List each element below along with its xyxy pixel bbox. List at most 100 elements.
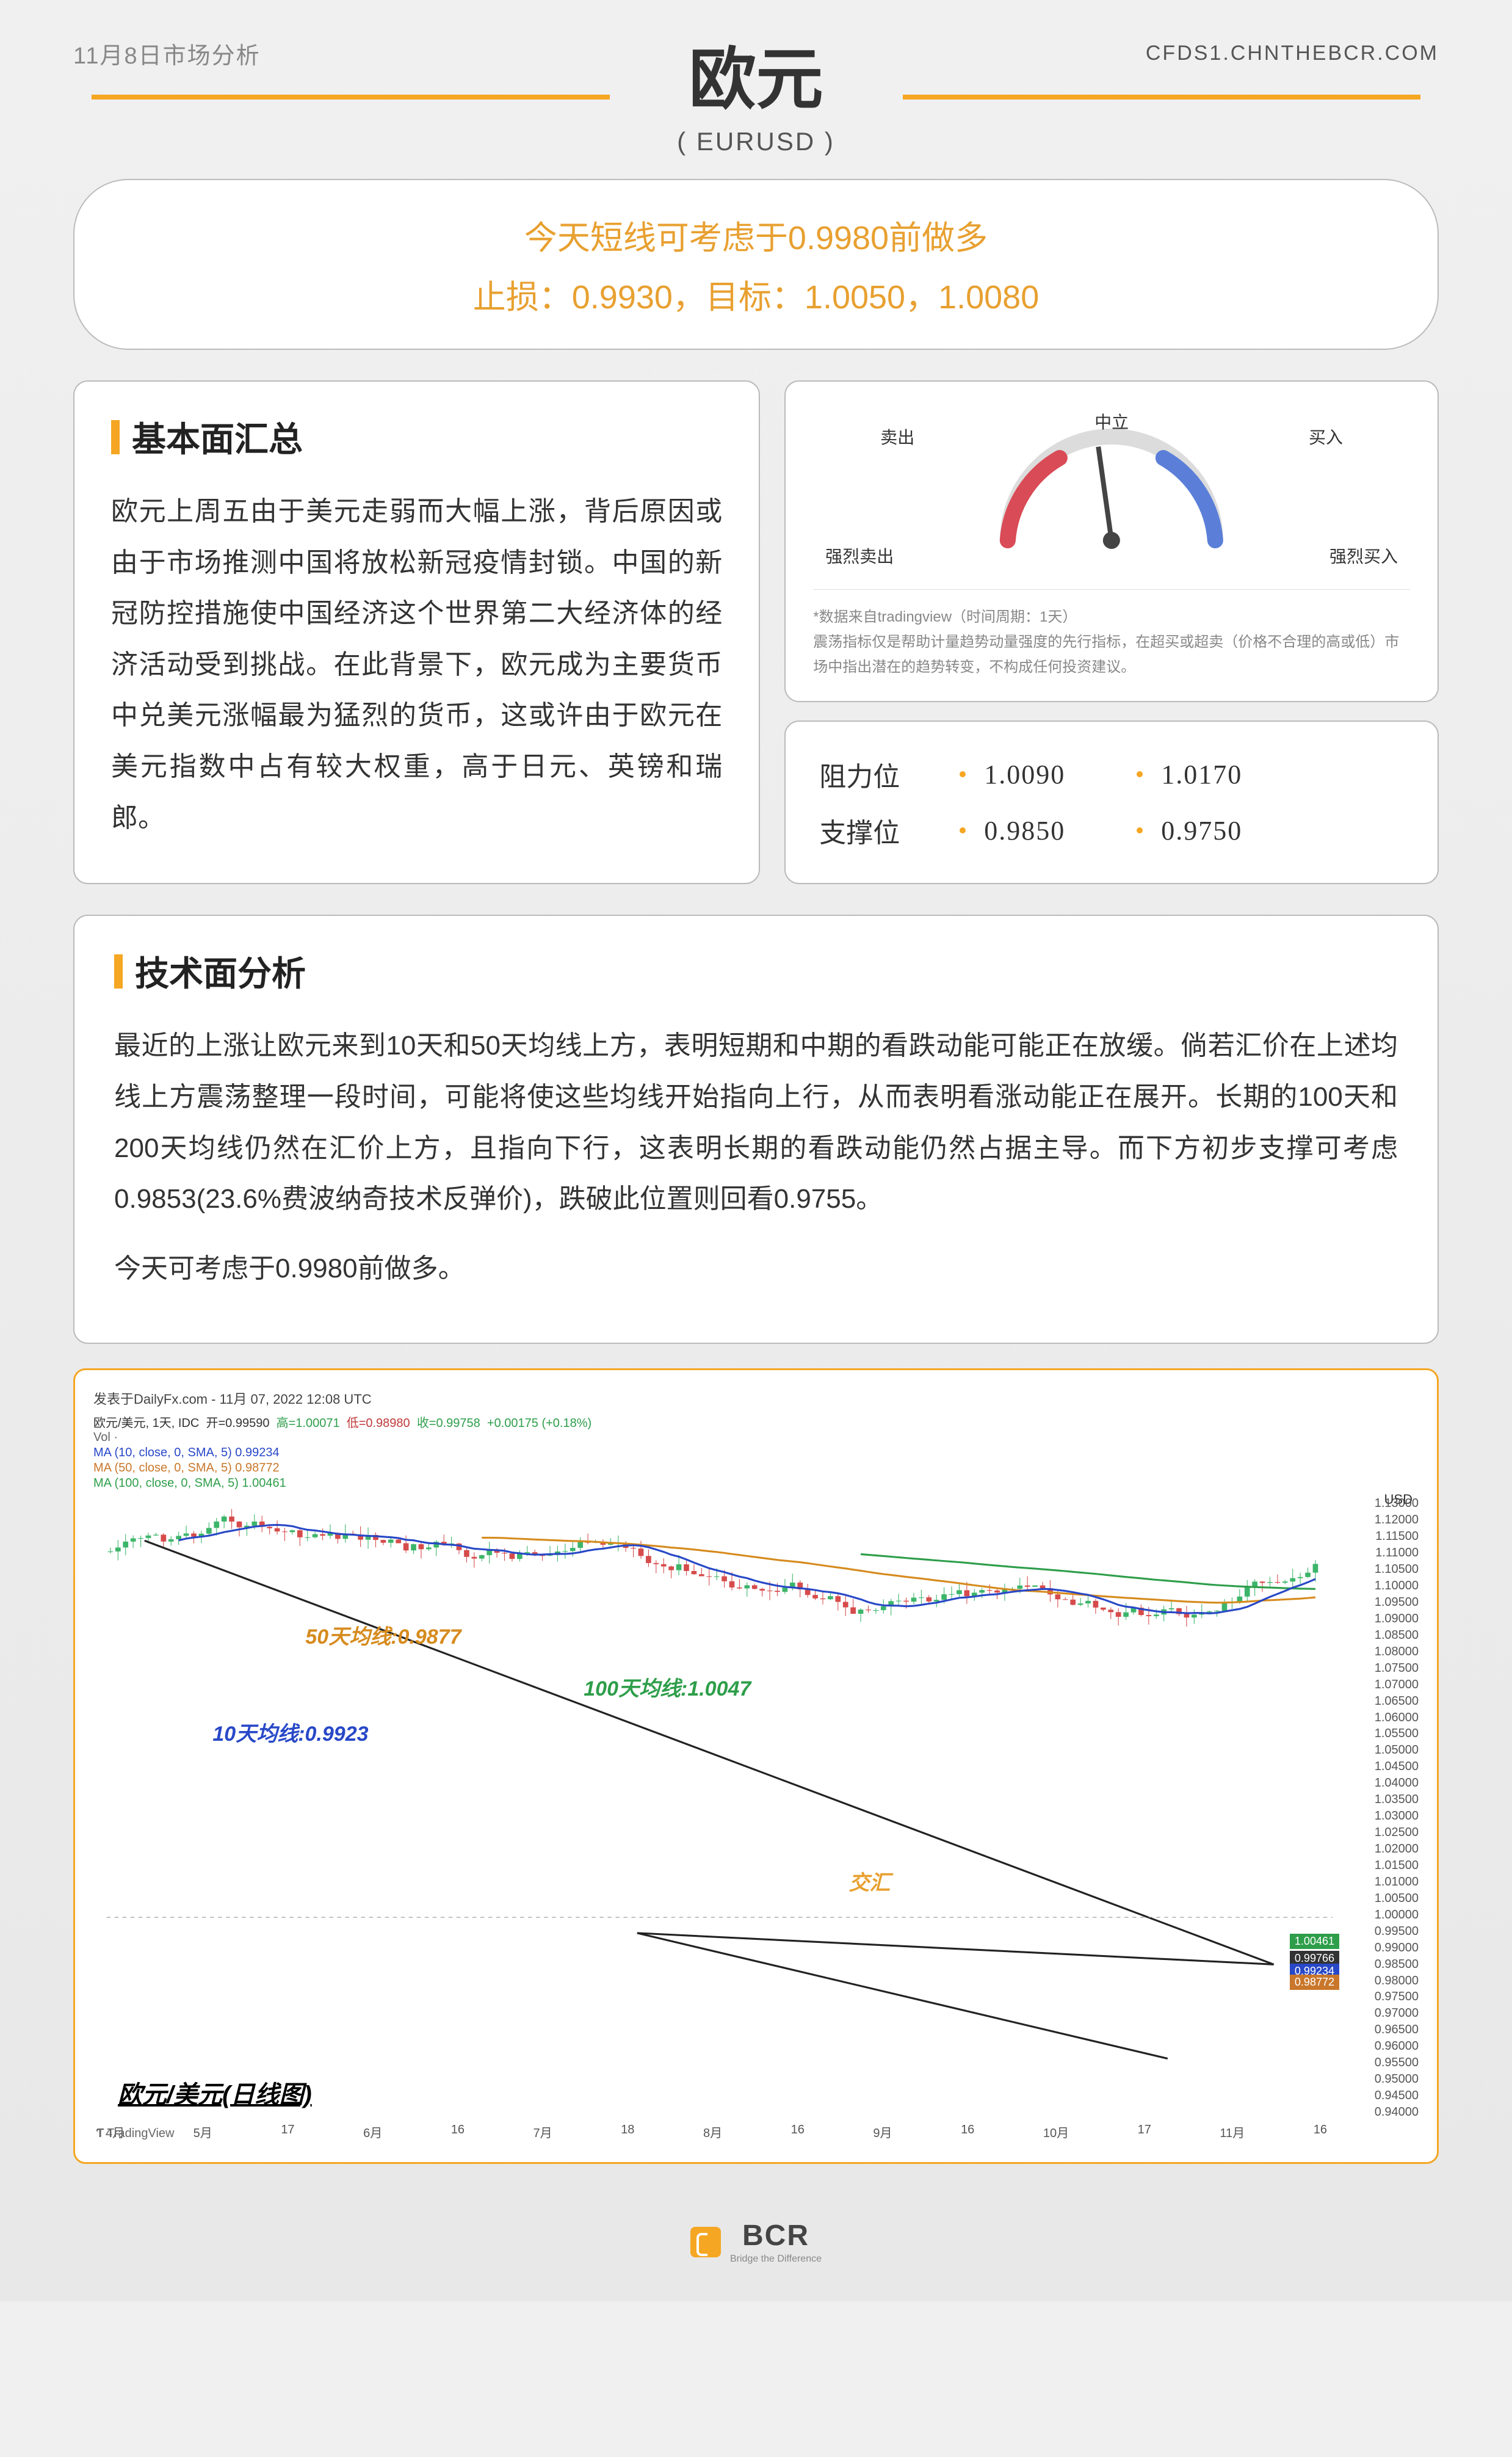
x-tick: 5月 [194, 2123, 212, 2141]
x-tick: 16 [961, 2123, 974, 2141]
y-tick: 1.04000 [1345, 1776, 1419, 1790]
price-tag: 1.00461 [1290, 1934, 1339, 1949]
summary-line-1: 今天短线可考虑于0.9980前做多 [123, 211, 1389, 259]
source-url: CFDS1.CHNTHEBCR.COM [1146, 42, 1439, 65]
divider [903, 95, 1421, 100]
page-title: 欧元 [677, 24, 835, 122]
x-tick: 18 [621, 2123, 634, 2141]
footer: BCR Bridge the Difference [73, 2201, 1439, 2277]
y-tick: 1.06500 [1345, 1694, 1419, 1708]
resistance-row: 阻力位 1.0090 1.0170 [819, 746, 1404, 802]
bullet-icon [960, 827, 966, 833]
ma-indicator: MA (50, close, 0, SMA, 5) 0.98772 [93, 1461, 1419, 1475]
x-tick: 7月 [534, 2123, 552, 2141]
y-tick: 1.00000 [1345, 1908, 1419, 1922]
technical-p2: 今天可考虑于0.9980前做多。 [114, 1243, 1398, 1294]
x-tick: 17 [281, 2123, 294, 2141]
gauge-label-neutral: 中立 [1094, 409, 1129, 434]
date-label: 11月8日市场分析 [73, 37, 261, 70]
chart-annotation: 100天均线:1.0047 [584, 1672, 751, 1702]
fundamentals-card: 基本面汇总 欧元上周五由于美元走弱而大幅上涨，背后原因或由于市场推测中国将放松新… [73, 380, 760, 884]
x-tick: 16 [451, 2123, 465, 2141]
fundamentals-body: 欧元上周五由于美元走弱而大幅上涨，背后原因或由于市场推测中国将放松新冠疫情封锁。… [111, 486, 722, 843]
footer-brand: BCR [730, 2219, 822, 2252]
technical-title: 技术面分析 [135, 946, 306, 996]
logo-icon [690, 2227, 721, 2257]
x-tick: 16 [791, 2123, 805, 2141]
gauge-label-strong-buy: 强烈买入 [1329, 543, 1398, 568]
footer-tagline: Bridge the Difference [730, 2254, 822, 2265]
y-tick: 1.03000 [1345, 1809, 1419, 1823]
x-tick: 6月 [363, 2123, 382, 2141]
y-tick: 1.04500 [1345, 1760, 1419, 1774]
y-tick: 1.09000 [1345, 1612, 1419, 1626]
y-tick: 1.07500 [1345, 1661, 1419, 1675]
ma-indicator: MA (10, close, 0, SMA, 5) 0.99234 [93, 1446, 1419, 1460]
price-chart: USD 1.130001.120001.115001.110001.105001… [93, 1497, 1419, 2144]
y-tick: 1.11000 [1345, 1546, 1419, 1560]
x-tick: 11月 [1220, 2123, 1245, 2141]
divider [92, 95, 610, 100]
summary-line-2: 止损：0.9930，目标：1.0050，1.0080 [123, 270, 1389, 318]
y-tick: 1.05000 [1345, 1743, 1419, 1757]
y-tick: 1.09500 [1345, 1595, 1419, 1610]
bullet-icon [1137, 771, 1143, 777]
technical-p1: 最近的上涨让欧元来到10天和50天均线上方，表明短期和中期的看跌动能可能正在放缓… [114, 1020, 1398, 1224]
y-tick: 0.95000 [1345, 2072, 1419, 2086]
y-tick: 1.02500 [1345, 1826, 1419, 1840]
gauge-label-buy: 买入 [1309, 424, 1343, 449]
bullet-icon [960, 771, 966, 777]
summary-box: 今天短线可考虑于0.9980前做多 止损：0.9930，目标：1.0050，1.… [73, 179, 1439, 350]
y-tick: 0.94500 [1345, 2089, 1419, 2103]
gauge-label-strong-sell: 强烈卖出 [825, 543, 894, 568]
y-tick: 1.03500 [1345, 1793, 1419, 1807]
y-tick: 1.10000 [1345, 1579, 1419, 1593]
support-value-1: 0.9850 [984, 815, 1106, 846]
chart-annotation: 50天均线:0.9877 [305, 1620, 461, 1650]
page-subtitle: ( EURUSD ) [677, 127, 835, 156]
y-tick: 0.99000 [1345, 1941, 1419, 1955]
x-tick: 8月 [703, 2123, 722, 2141]
support-row: 支撑位 0.9850 0.9750 [819, 802, 1404, 858]
y-tick: 1.07000 [1345, 1678, 1419, 1692]
technical-card: 技术面分析 最近的上涨让欧元来到10天和50天均线上方，表明短期和中期的看跌动能… [73, 915, 1439, 1344]
y-tick: 0.97500 [1345, 1990, 1419, 2004]
y-tick: 0.99500 [1345, 1925, 1419, 1939]
chart-card: 发表于DailyFx.com - 11月 07, 2022 12:08 UTC … [73, 1368, 1439, 2164]
chart-annotation: 交汇 [848, 1866, 890, 1896]
price-tag: 0.98772 [1290, 1975, 1339, 1990]
y-tick: 0.94000 [1345, 2105, 1419, 2119]
sentiment-gauge-card: 强烈卖出 卖出 中立 买入 强烈买入 *数据来自tradingview（时间周期… [784, 380, 1439, 702]
y-tick: 0.98000 [1345, 1974, 1419, 1988]
gauge-note: *数据来自tradingview（时间周期：1天）震荡指标仅是帮助计量趋势动量强… [813, 589, 1410, 680]
bullet-icon [1137, 827, 1143, 833]
fundamentals-title: 基本面汇总 [132, 412, 303, 462]
y-tick: 1.13000 [1345, 1497, 1419, 1511]
resistance-value-1: 1.0090 [984, 759, 1106, 790]
x-tick: 10月 [1043, 2123, 1069, 2141]
section-marker [114, 954, 123, 989]
ma-indicator: MA (100, close, 0, SMA, 5) 1.00461 [93, 1476, 1419, 1490]
support-label: 支撑位 [819, 811, 929, 850]
y-tick: 0.97000 [1345, 2006, 1419, 2020]
resistance-label: 阻力位 [819, 755, 929, 794]
y-tick: 1.08000 [1345, 1645, 1419, 1659]
y-tick: 1.06000 [1345, 1711, 1419, 1725]
x-tick: 16 [1314, 2123, 1327, 2141]
y-tick: 1.01500 [1345, 1859, 1419, 1873]
tradingview-mark: Ƭ TradingView [96, 2127, 174, 2141]
levels-card: 阻力位 1.0090 1.0170 支撑位 0.9850 0.9750 [784, 720, 1439, 884]
chart-source: 发表于DailyFx.com - 11月 07, 2022 12:08 UTC [93, 1388, 1419, 1408]
resistance-value-2: 1.0170 [1161, 759, 1283, 790]
chart-title-overlay: 欧元/美元(日线图) [118, 2075, 312, 2110]
y-tick: 1.05500 [1345, 1727, 1419, 1741]
y-tick: 0.95500 [1345, 2056, 1419, 2070]
chart-pair-line: 欧元/美元, 1天, IDC 开=0.99590 高=1.00071 低=0.9… [93, 1413, 1419, 1431]
y-tick: 1.11500 [1345, 1530, 1419, 1544]
y-tick: 0.96000 [1345, 2039, 1419, 2053]
y-tick: 1.12000 [1345, 1513, 1419, 1527]
x-tick: 17 [1138, 2123, 1151, 2141]
y-tick: 1.00500 [1345, 1892, 1419, 1906]
chart-annotation: 10天均线:0.9923 [212, 1717, 368, 1747]
x-tick: 9月 [873, 2123, 892, 2141]
